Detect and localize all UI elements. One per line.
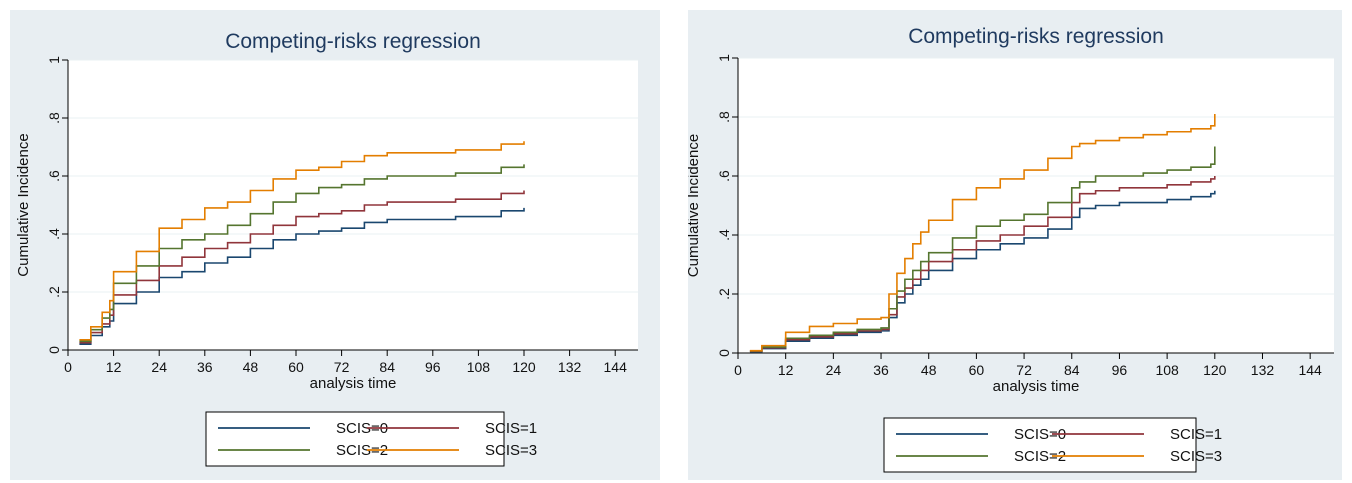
x-tick-label: 84 <box>379 359 395 375</box>
y-tick-label: .8 <box>46 112 62 124</box>
y-tick-label: .4 <box>46 228 62 240</box>
y-tick-label: 0 <box>46 346 62 354</box>
chart-panel-left: Competing-risks regression 0 .2 .4 .6 .8 1 0 12 2… <box>10 10 660 480</box>
x-tick-label: 24 <box>826 362 842 378</box>
series-line <box>79 164 525 343</box>
y-tick-label: 1 <box>46 56 62 64</box>
x-tick-label: 36 <box>197 359 213 375</box>
y-tick-label: .6 <box>716 170 732 182</box>
y-tick-label: .4 <box>716 229 732 241</box>
plot-area <box>738 58 1334 353</box>
legend-label: SCIS=0 <box>1014 426 1066 443</box>
x-tick-label: 0 <box>64 359 72 375</box>
y-axis-label: Cumulative Incidence <box>15 133 32 276</box>
legend-label: SCIS=3 <box>485 442 537 459</box>
y-tick-label: .2 <box>716 288 732 300</box>
series-line <box>79 207 525 345</box>
x-tick-label: 72 <box>334 359 350 375</box>
x-tick-label: 0 <box>734 362 742 378</box>
y-axis-label: Cumulative Incidence <box>688 134 702 277</box>
legend-box <box>205 411 505 467</box>
x-tick-label: 132 <box>558 359 582 375</box>
x-tick-label: 24 <box>151 359 167 375</box>
legend-label: SCIS=1 <box>485 420 537 437</box>
x-tick-label: 84 <box>1064 362 1080 378</box>
x-tick-label: 36 <box>873 362 889 378</box>
y-tick-label: 0 <box>716 349 732 357</box>
x-tick-label: 132 <box>1251 362 1275 378</box>
x-tick-label: 108 <box>1155 362 1179 378</box>
x-tick-label: 12 <box>106 359 122 375</box>
x-tick-label: 48 <box>921 362 937 378</box>
x-axis-label: analysis time <box>993 378 1080 395</box>
x-tick-label: 48 <box>243 359 259 375</box>
y-tick-label: 1 <box>716 54 732 62</box>
legend-label: SCIS=2 <box>1014 448 1066 465</box>
series-line <box>749 114 1216 352</box>
legend-label: SCIS=0 <box>336 420 388 437</box>
y-tick-label: .8 <box>716 111 732 123</box>
chart-panel-right: Competing-risks regression 0 .2 .4 .6 .8 1 0 12 2… <box>688 10 1342 480</box>
x-tick-label: 144 <box>604 359 628 375</box>
series-line <box>749 190 1216 353</box>
legend-box <box>883 417 1197 473</box>
series-line <box>79 141 525 341</box>
x-tick-label: 60 <box>969 362 985 378</box>
x-tick-label: 120 <box>1203 362 1227 378</box>
y-tick-label: .6 <box>46 170 62 182</box>
y-tick-label: .2 <box>46 286 62 298</box>
x-tick-label: 96 <box>425 359 441 375</box>
legend-label: SCIS=1 <box>1170 426 1222 443</box>
plot-area <box>68 60 638 350</box>
chart-title: Competing-risks regression <box>908 25 1164 48</box>
x-tick-label: 12 <box>778 362 794 378</box>
x-tick-label: 108 <box>467 359 491 375</box>
x-tick-label: 96 <box>1112 362 1128 378</box>
series-line <box>749 146 1216 352</box>
chart-title: Competing-risks regression <box>225 30 481 53</box>
chart-left: Competing-risks regression 0 .2 .4 .6 .8 1 0 12 2… <box>15 30 638 467</box>
x-axis-label: analysis time <box>310 375 397 392</box>
legend-label: SCIS=3 <box>1170 448 1222 465</box>
series-line <box>749 176 1216 353</box>
x-tick-label: 60 <box>288 359 304 375</box>
x-tick-label: 144 <box>1298 362 1322 378</box>
series-line <box>79 190 525 344</box>
legend-label: SCIS=2 <box>336 442 388 459</box>
x-tick-label: 72 <box>1016 362 1032 378</box>
chart-right: Competing-risks regression 0 .2 .4 .6 .8 1 0 12 2… <box>688 25 1334 473</box>
x-tick-label: 120 <box>512 359 536 375</box>
